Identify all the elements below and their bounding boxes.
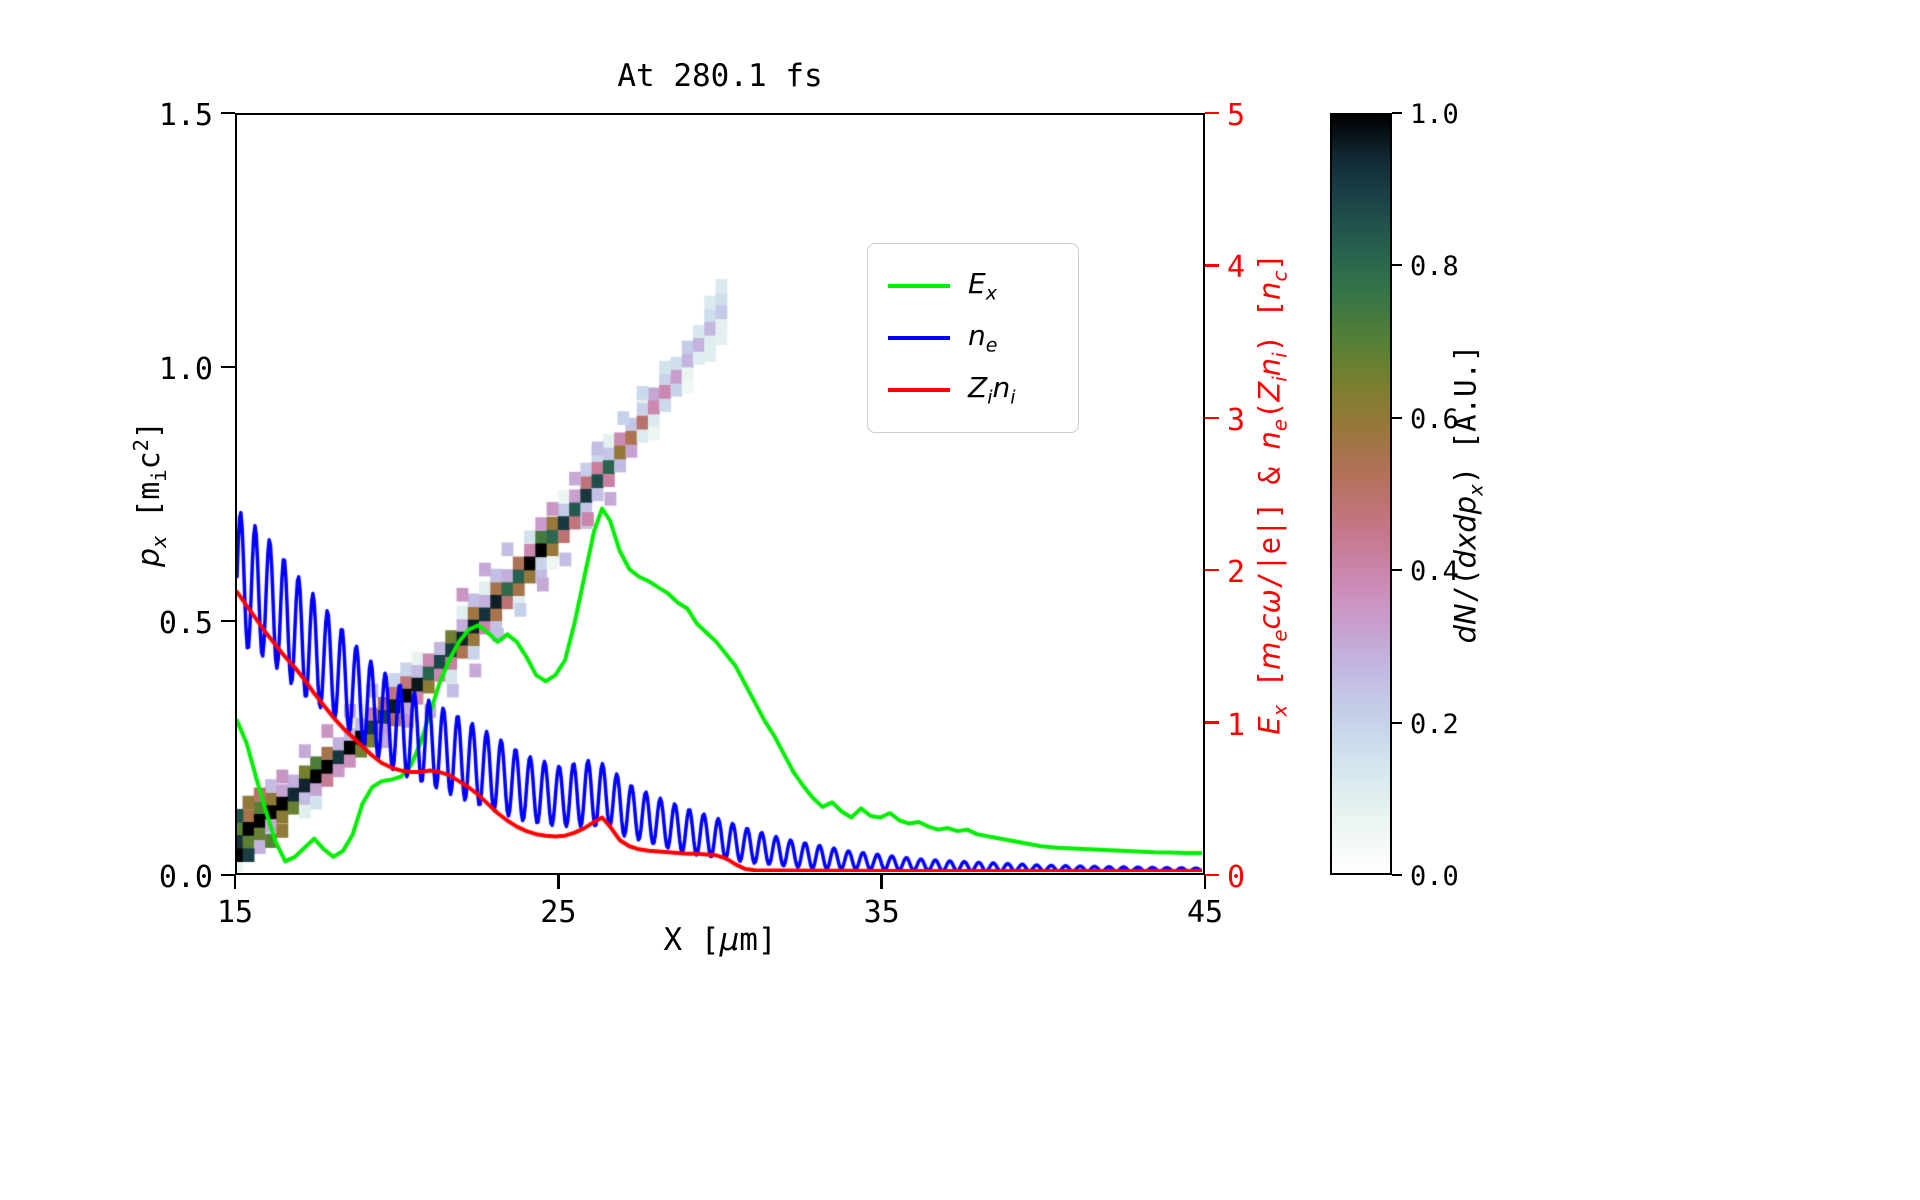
x-tick-label: 25 <box>540 895 577 930</box>
colorbar-tick-mark <box>1392 569 1402 572</box>
x-tick-mark <box>1203 875 1207 889</box>
colorbar-tick-label: 0.6 <box>1410 403 1459 435</box>
colorbar-gradient <box>1330 113 1392 875</box>
legend-label-Zini: Zini <box>968 371 1016 409</box>
y-right-tick-mark <box>1205 416 1219 420</box>
y-left-tick-mark <box>221 111 235 115</box>
y-left-tick-mark <box>221 619 235 623</box>
legend-line-swatch-ne <box>888 335 950 341</box>
colorbar-tick-mark <box>1392 721 1402 724</box>
legend-label-ne: ne <box>968 319 998 357</box>
y-left-tick-mark <box>221 873 235 877</box>
y-left-tick-mark <box>221 365 235 369</box>
colorbar-tick-label: 0.2 <box>1410 708 1459 740</box>
x-tick-label: 15 <box>216 895 254 930</box>
y-left-tick-label: 0.0 <box>158 860 213 895</box>
y-left-tick-label: 0.5 <box>158 606 213 641</box>
colorbar-tick-mark <box>1392 874 1402 876</box>
x-tick-mark <box>233 875 237 889</box>
colorbar-tick-mark <box>1392 416 1402 419</box>
plot-area-canvas <box>237 115 1202 872</box>
y-right-tick-label: 5 <box>1227 98 1246 133</box>
colorbar-tick-mark <box>1392 264 1402 267</box>
legend-item-Ex: Ex <box>888 260 1058 312</box>
legend-line-swatch-Ex <box>888 283 950 289</box>
y-right-tick-label: 1 <box>1227 707 1246 743</box>
y-right-tick-label: 3 <box>1227 402 1246 438</box>
x-axis-label: X [μm] <box>663 922 777 958</box>
y-left-tick-label: 1.5 <box>158 98 213 133</box>
x-tick-mark <box>557 875 560 889</box>
colorbar-tick-label: 0.8 <box>1410 251 1459 283</box>
y-axis-right-label: Ex [mecω/|e|] & ne(Zini) [nc] <box>1252 253 1292 735</box>
axes-frame: Ex ne Zini <box>235 113 1205 875</box>
x-tick-label: 35 <box>863 895 900 930</box>
colorbar-tick-label: 0.0 <box>1410 861 1459 892</box>
legend-label-Ex: Ex <box>968 267 997 305</box>
colorbar-tick-label: 0.4 <box>1410 556 1459 588</box>
legend-line-swatch-Zini <box>888 387 950 393</box>
legend: Ex ne Zini <box>867 243 1079 433</box>
y-axis-left-label: px [mic2] <box>129 421 171 567</box>
colorbar-label: dN/(dxdpx) [A.U.] <box>1448 344 1488 644</box>
y-left-tick-label: 1.0 <box>158 352 213 387</box>
y-right-tick-mark <box>1205 873 1219 877</box>
y-right-tick-mark <box>1205 111 1219 115</box>
legend-item-Zini: Zini <box>888 364 1058 416</box>
colorbar-tick-label: 1.0 <box>1410 99 1459 130</box>
legend-item-ne: ne <box>888 312 1058 364</box>
y-right-tick-label: 2 <box>1227 555 1246 591</box>
y-right-tick-mark <box>1205 721 1219 724</box>
plot-title: At 280.1 fs <box>617 58 823 94</box>
x-tick-label: 45 <box>1186 895 1224 930</box>
y-right-tick-mark <box>1205 568 1219 572</box>
y-right-tick-label: 4 <box>1227 250 1246 286</box>
x-tick-mark <box>880 875 883 889</box>
colorbar-tick-mark <box>1392 112 1402 114</box>
y-right-tick-mark <box>1205 264 1219 267</box>
y-right-tick-label: 0 <box>1227 860 1246 895</box>
